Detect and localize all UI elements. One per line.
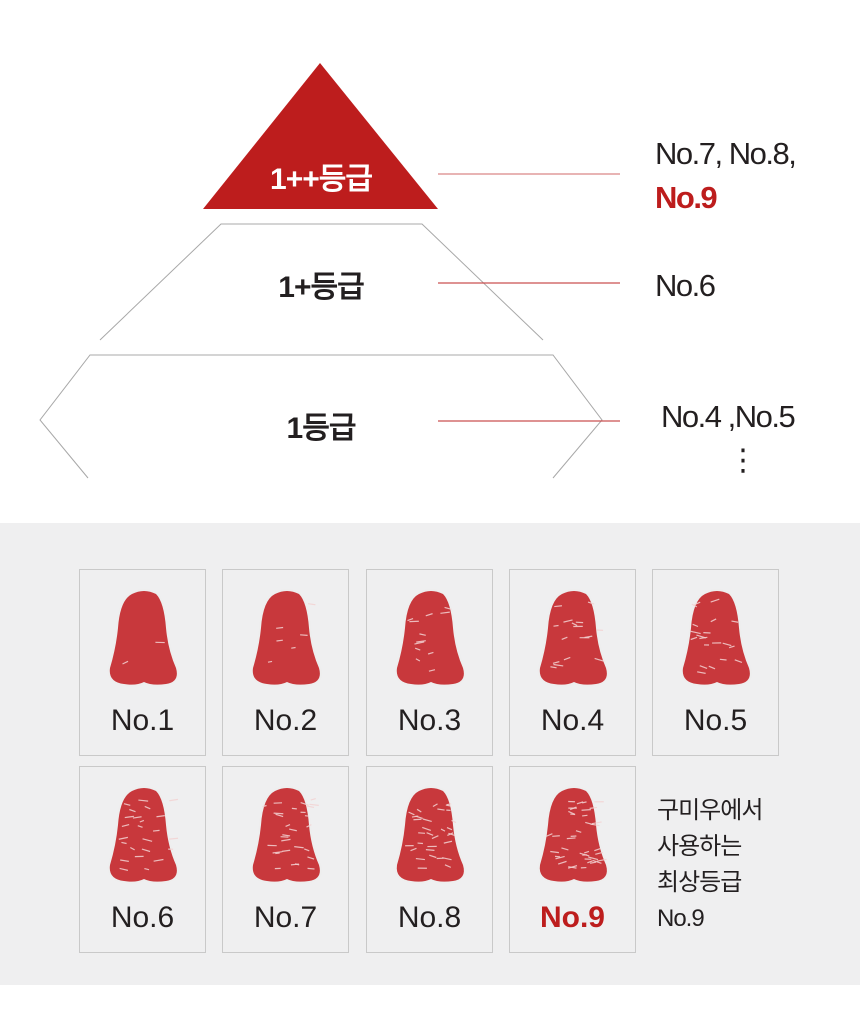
meat-icon <box>680 589 752 687</box>
tier-label-1: 1등급 <box>286 412 357 445</box>
meat-icon <box>250 589 322 687</box>
sample-label: No.7 <box>253 901 318 934</box>
meat-sample-card: No.2 <box>222 569 349 756</box>
meat-icon <box>394 589 466 687</box>
meat-sample-card: No.8 <box>366 766 493 953</box>
meat-sample-card: No.5 <box>652 569 779 756</box>
note-text: 구미우에서 사용하는 최상등급 No.9 <box>657 793 763 937</box>
tier-grades-1pp-highlight: No.9 <box>655 180 718 215</box>
meat-sample-card: No.6 <box>79 766 206 953</box>
note-line: No.9 <box>657 905 705 932</box>
sample-label: No.1 <box>110 704 175 737</box>
meat-sample-card: No.7 <box>222 766 349 953</box>
meat-icon <box>537 589 609 687</box>
note-line: 구미우에서 <box>657 797 763 824</box>
meat-icon <box>107 589 179 687</box>
tier-label-1p: 1+등급 <box>278 271 364 304</box>
tier-label-1pp: 1++등급 <box>270 163 373 196</box>
meat-icon <box>250 786 322 884</box>
grade-pyramid <box>39 63 620 479</box>
note-line: 최상등급 <box>657 869 742 896</box>
meat-icon <box>107 786 179 884</box>
meat-sample-card: No.4 <box>509 569 636 756</box>
tier-grades-1: No.4 ,No.5 <box>661 399 796 434</box>
sample-label: No.3 <box>397 704 462 737</box>
tier-grades-1p: No.6 <box>655 268 716 303</box>
note-line: 사용하는 <box>657 833 742 860</box>
sample-label: No.8 <box>397 901 462 934</box>
tier-bottom-outline <box>39 354 603 479</box>
tier-middle-outline <box>99 223 544 341</box>
tier-grades-1pp: No.7, No.8, <box>655 136 797 171</box>
sample-label: No.4 <box>540 704 605 737</box>
meat-icon <box>537 786 609 884</box>
sample-label: No.9 <box>539 901 605 934</box>
meat-sample-card: No.9 <box>509 766 636 953</box>
tier-top-triangle <box>203 63 438 209</box>
sample-label: No.6 <box>110 901 175 934</box>
sample-label: No.2 <box>253 704 318 737</box>
meat-sample-card: No.1 <box>79 569 206 756</box>
meat-icon <box>394 786 466 884</box>
continuation-dots: ⋮ <box>728 444 758 477</box>
meat-sample-card: No.3 <box>366 569 493 756</box>
sample-label: No.5 <box>683 704 748 737</box>
